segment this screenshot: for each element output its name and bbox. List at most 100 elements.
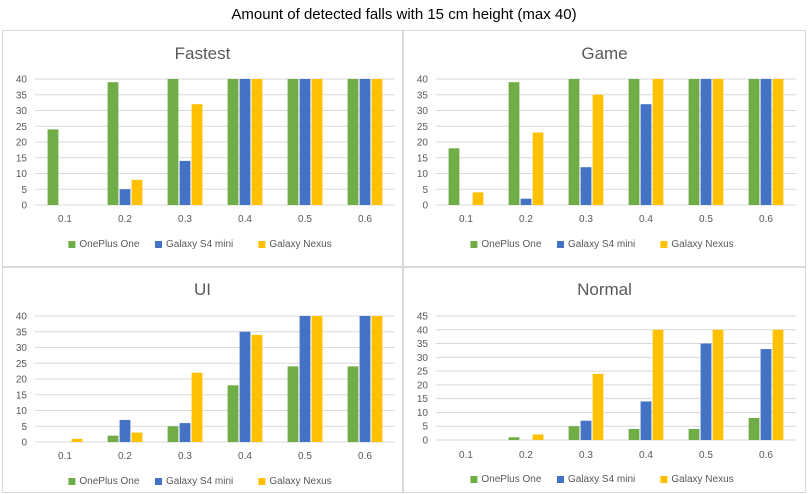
legend-swatch-oneplus-one: [68, 478, 76, 485]
chart-title: UI: [194, 280, 211, 299]
bar-oneplus-one-0-3: [167, 426, 179, 442]
bar-oneplus-one-0-5: [688, 428, 700, 440]
x-tick-label: 0.2: [519, 214, 533, 225]
legend-label-galaxy-nexus: Galaxy Nexus: [269, 476, 331, 487]
bar-oneplus-one-0-2: [107, 82, 119, 205]
bar-galaxy-s4-mini-0-4: [640, 401, 652, 440]
x-tick-label: 0.6: [759, 450, 773, 461]
bar-oneplus-one-0-1: [448, 148, 460, 205]
y-tick-label: 5: [21, 422, 27, 433]
x-tick-label: 0.3: [579, 214, 593, 225]
y-tick-label: 20: [16, 138, 28, 149]
legend-swatch-oneplus-one: [470, 476, 478, 483]
legend-swatch-oneplus-one: [470, 241, 478, 248]
bar-galaxy-nexus-0-4: [251, 79, 263, 205]
chart-title: Fastest: [175, 44, 231, 63]
y-tick-label: 30: [417, 353, 429, 364]
y-tick-label: 35: [417, 90, 429, 101]
chart-svg: Normal 0 5 10 15 20 25 30 35 40 45 0.1 0.2 0.3 0.4 0.5 0…: [417, 280, 796, 485]
x-tick-label: 0.3: [579, 450, 593, 461]
y-tick-label: 10: [16, 406, 28, 417]
legend-label-oneplus-one: OnePlus One: [481, 239, 541, 250]
bar-galaxy-s4-mini-0-6: [359, 316, 371, 442]
bar-galaxy-s4-mini-0-3: [179, 160, 191, 205]
y-tick-label: 15: [417, 394, 429, 405]
y-tick-label: 35: [417, 339, 429, 350]
y-tick-label: 25: [417, 367, 429, 378]
bar-galaxy-nexus-0-2: [532, 434, 544, 440]
x-tick-label: 0.5: [298, 214, 312, 225]
y-tick-label: 25: [417, 122, 429, 133]
bar-galaxy-nexus-0-3: [191, 104, 203, 205]
x-tick-label: 0.2: [519, 450, 533, 461]
legend-label-galaxy-s4-mini: Galaxy S4 mini: [166, 476, 233, 487]
y-tick-label: 20: [417, 138, 429, 149]
x-tick-label: 0.5: [699, 214, 713, 225]
legend-label-oneplus-one: OnePlus One: [481, 474, 541, 485]
bar-galaxy-nexus-0-6: [772, 79, 784, 205]
bar-galaxy-nexus-0-3: [592, 373, 604, 440]
legend-label-oneplus-one: OnePlus One: [79, 239, 139, 250]
y-tick-label: 30: [16, 343, 28, 354]
chart-panel-ui: UI 0 5 10 15 20 25 30 35 40 0.1 0.2 0.3 0.4 0.5 0.6 OneP…: [2, 267, 403, 493]
x-tick-label: 0.3: [178, 451, 192, 462]
bar-galaxy-nexus-0-2: [131, 432, 143, 442]
y-tick-label: 25: [16, 122, 28, 133]
y-tick-label: 0: [21, 201, 27, 212]
legend-swatch-galaxy-nexus: [660, 476, 668, 483]
x-tick-label: 0.6: [358, 451, 372, 462]
legend-swatch-galaxy-s4-mini: [155, 241, 162, 248]
bar-galaxy-s4-mini-0-4: [239, 79, 251, 205]
x-tick-label: 0.2: [118, 451, 132, 462]
x-tick-label: 0.6: [759, 214, 773, 225]
legend-label-galaxy-s4-mini: Galaxy S4 mini: [166, 239, 233, 250]
y-tick-label: 45: [417, 312, 429, 323]
y-tick-label: 5: [422, 185, 428, 196]
bar-galaxy-s4-mini-0-5: [700, 79, 712, 205]
bar-oneplus-one-0-4: [628, 79, 640, 205]
y-tick-label: 10: [16, 169, 28, 180]
chart-title: Normal: [577, 280, 632, 299]
bar-galaxy-s4-mini-0-2: [119, 189, 131, 205]
bar-oneplus-one-0-4: [628, 428, 640, 440]
x-tick-label: 0.4: [238, 451, 252, 462]
bar-galaxy-nexus-0-4: [652, 329, 664, 440]
bar-oneplus-one-0-2: [107, 435, 119, 442]
bar-oneplus-one-0-5: [688, 79, 700, 205]
bar-galaxy-s4-mini-0-2: [119, 419, 131, 442]
x-tick-label: 0.1: [58, 451, 72, 462]
bar-galaxy-nexus-0-5: [712, 329, 724, 440]
bar-galaxy-s4-mini-0-3: [580, 167, 592, 205]
bar-galaxy-nexus-0-2: [131, 179, 143, 205]
x-tick-label: 0.4: [639, 214, 653, 225]
legend-label-galaxy-s4-mini: Galaxy S4 mini: [568, 474, 635, 485]
bar-galaxy-s4-mini-0-4: [640, 104, 652, 205]
y-tick-label: 0: [422, 436, 428, 447]
legend-label-galaxy-s4-mini: Galaxy S4 mini: [568, 239, 635, 250]
legend-swatch-galaxy-s4-mini: [557, 241, 564, 248]
bar-galaxy-s4-mini-0-5: [299, 79, 311, 205]
x-tick-label: 0.1: [459, 450, 473, 461]
legend-swatch-galaxy-nexus: [258, 478, 266, 485]
bar-oneplus-one-0-2: [508, 82, 520, 205]
legend-swatch-oneplus-one: [68, 241, 76, 248]
bar-oneplus-one-0-3: [568, 426, 580, 440]
legend-swatch-galaxy-nexus: [660, 241, 668, 248]
x-tick-label: 0.2: [118, 214, 132, 225]
y-tick-label: 40: [417, 75, 429, 86]
bar-oneplus-one-0-1: [47, 129, 59, 205]
bar-galaxy-nexus-0-3: [592, 94, 604, 205]
bar-oneplus-one-0-6: [347, 366, 359, 442]
bar-oneplus-one-0-3: [167, 79, 179, 205]
bar-galaxy-s4-mini-0-6: [760, 349, 772, 440]
bar-oneplus-one-0-5: [287, 79, 299, 205]
y-tick-label: 5: [21, 185, 27, 196]
bar-galaxy-nexus-0-3: [191, 372, 203, 442]
y-tick-label: 0: [422, 201, 428, 212]
bar-oneplus-one-0-6: [347, 79, 359, 205]
x-tick-label: 0.4: [238, 214, 252, 225]
legend-swatch-galaxy-s4-mini: [557, 476, 564, 483]
x-tick-label: 0.6: [358, 214, 372, 225]
y-tick-label: 40: [16, 75, 28, 86]
bar-oneplus-one-0-5: [287, 366, 299, 442]
